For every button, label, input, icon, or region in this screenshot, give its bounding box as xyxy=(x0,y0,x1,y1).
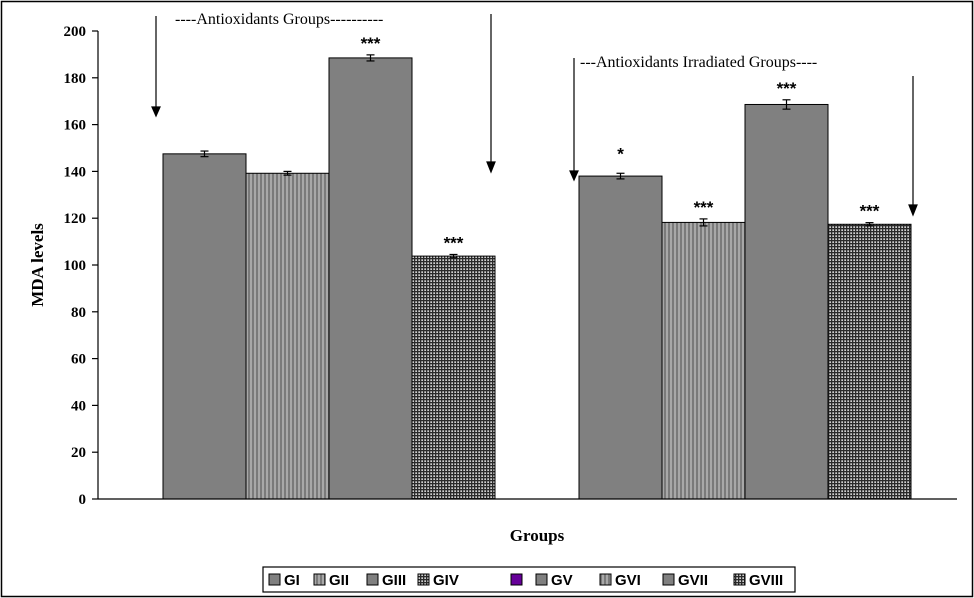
annotation-antioxidants-groups: ----Antioxidants Groups---------- xyxy=(175,11,383,28)
bar-GII xyxy=(245,172,330,500)
legend-label-GVII: GVII xyxy=(678,572,708,589)
significance-GV: * xyxy=(617,144,624,163)
significance-GVIII: *** xyxy=(860,202,880,221)
y-tick-label-2: 40 xyxy=(71,398,86,414)
bar-GVII xyxy=(744,103,829,500)
legend-label-GV: GV xyxy=(551,572,573,589)
y-tick-label-5: 100 xyxy=(64,258,87,274)
bar-GVIII xyxy=(827,223,912,500)
legend-label-GVIII: GVIII xyxy=(749,572,783,589)
y-tick-label-3: 60 xyxy=(71,352,86,368)
legend-swatch-8 xyxy=(733,573,746,586)
legend-swatch-3 xyxy=(417,573,430,586)
legend-label-GIV: GIV xyxy=(433,572,459,589)
bar-GVI xyxy=(661,221,746,500)
annotation-antioxidants-irradiated-groups: ---Antioxidants Irradiated Groups---- xyxy=(580,54,817,71)
significance-GIII: *** xyxy=(361,34,381,53)
bar-GI xyxy=(162,153,247,500)
y-tick-label-4: 80 xyxy=(71,305,86,321)
arrow-head-3 xyxy=(569,170,579,182)
legend-label-GII: GII xyxy=(329,572,349,589)
legend-box xyxy=(262,566,796,593)
arrow-head-4 xyxy=(908,204,918,217)
legend-swatch-0 xyxy=(268,573,281,586)
bar-GIII xyxy=(328,57,413,500)
y-tick-label-7: 140 xyxy=(64,164,87,180)
annotation-arrows xyxy=(151,14,918,217)
y-tick-label-10: 200 xyxy=(64,24,87,40)
legend-swatch-6 xyxy=(599,573,612,586)
y-axis-label: MDA levels xyxy=(28,223,47,307)
legend-label-GI: GI xyxy=(284,572,300,589)
legend-swatch-5 xyxy=(535,573,548,586)
y-tick-label-0: 0 xyxy=(79,492,87,508)
legend-swatch-4 xyxy=(510,573,523,586)
arrow-head-1 xyxy=(151,106,161,118)
legend-label-GIII: GIII xyxy=(382,572,406,589)
bars: **************** xyxy=(162,34,912,500)
y-tick-label-8: 160 xyxy=(64,118,87,134)
legend-label-GVI: GVI xyxy=(615,572,641,589)
significance-GIV: *** xyxy=(444,233,464,252)
y-tick-label-9: 180 xyxy=(64,71,87,87)
legend-swatch-2 xyxy=(366,573,379,586)
bar-GV xyxy=(578,175,663,500)
y-tick-label-1: 20 xyxy=(71,445,86,461)
y-tick-label-6: 120 xyxy=(64,211,87,227)
legend-swatch-7 xyxy=(662,573,675,586)
legend: GI GII GIII GIV GV GVI GVII GVIII xyxy=(268,572,783,589)
legend-swatch-1 xyxy=(313,573,326,586)
significance-GVI: *** xyxy=(694,198,714,217)
bar-GIV xyxy=(411,255,496,500)
x-axis-label: Groups xyxy=(510,526,565,545)
significance-GVII: *** xyxy=(777,79,797,98)
y-axis-ticks: 0 20 40 60 80 100 120 140 160 180 200 xyxy=(64,24,98,508)
arrow-head-2 xyxy=(486,161,496,174)
